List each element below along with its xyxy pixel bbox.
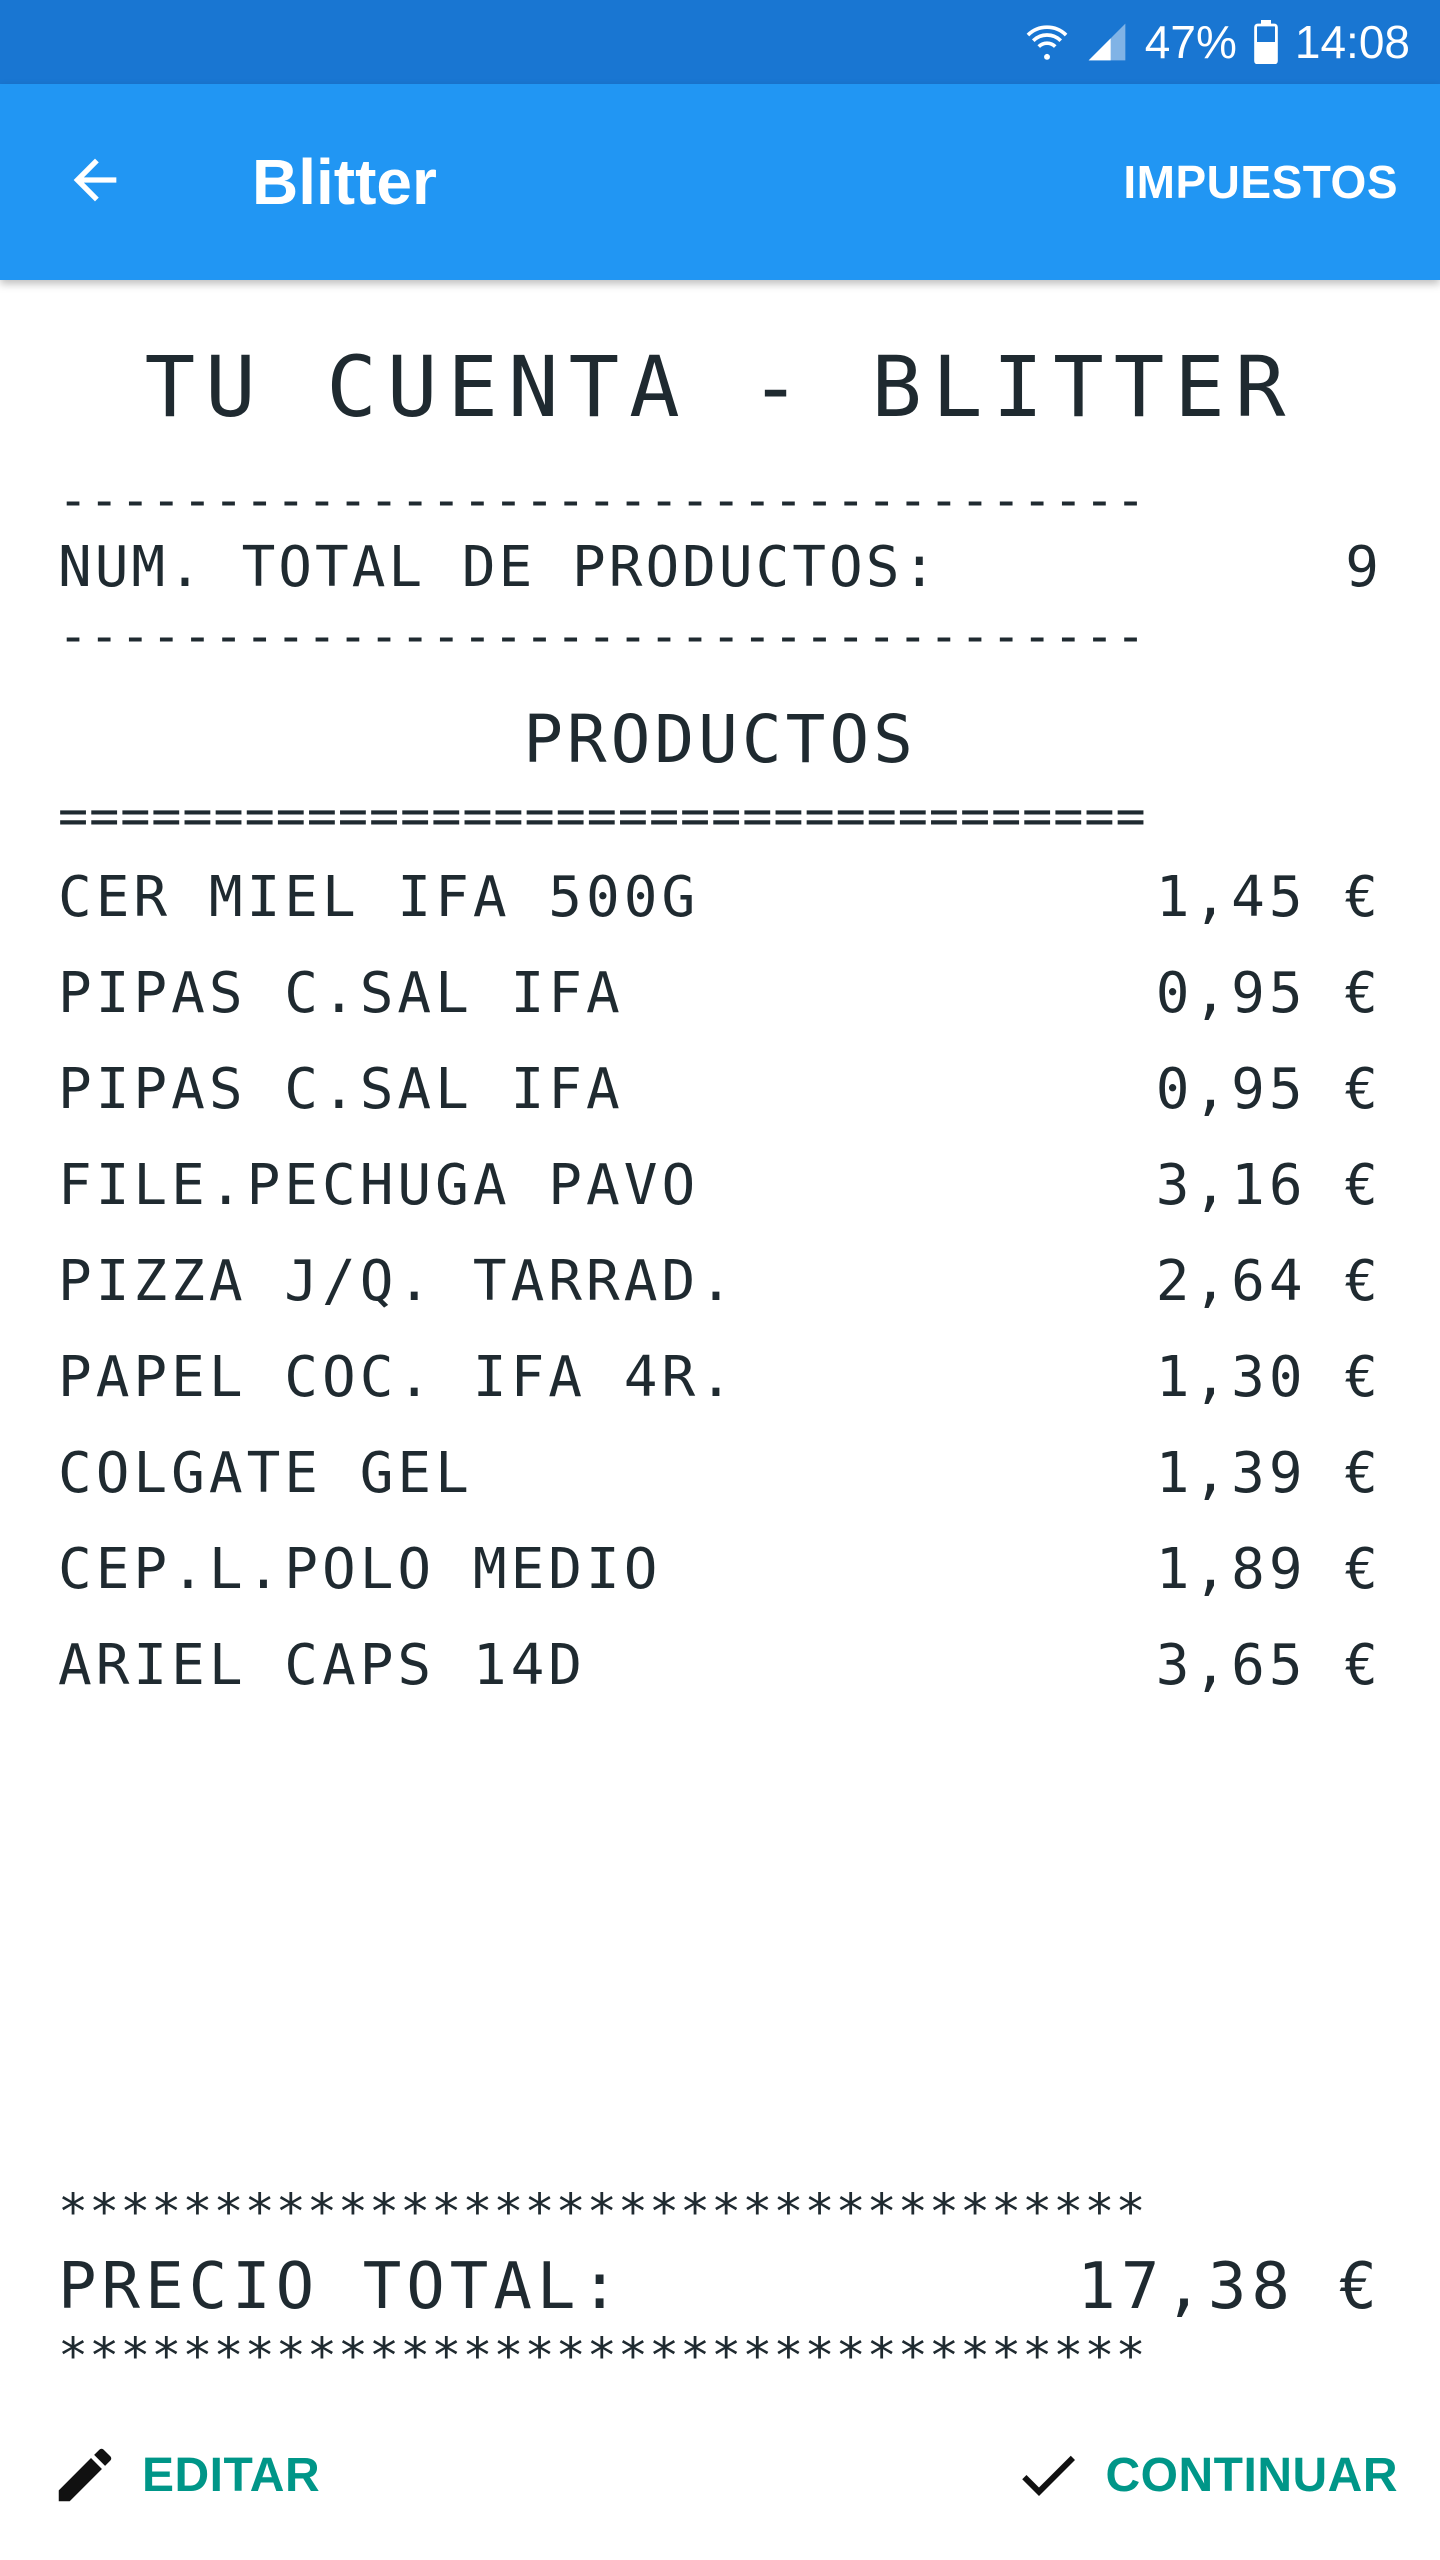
list-item: PIPAS C.SAL IFA 0,95 €: [58, 1050, 1382, 1130]
app-bar: Blitter IMPUESTOS: [0, 84, 1440, 280]
item-price: 0,95 €: [1155, 961, 1382, 1026]
back-button[interactable]: [50, 142, 140, 222]
list-item: CER MIEL IFA 500G 1,45 €: [58, 858, 1382, 938]
products-heading: PRODUCTOS: [523, 701, 917, 778]
battery-percent: 47%: [1144, 16, 1237, 68]
battery-icon: [1253, 20, 1279, 64]
taxes-button[interactable]: IMPUESTOS: [1123, 156, 1398, 208]
list-item: FILE.PECHUGA PAVO 3,16 €: [58, 1146, 1382, 1226]
edit-button[interactable]: EDITAR: [50, 2430, 320, 2520]
item-name: PAPEL COC. IFA 4R.: [58, 1345, 737, 1410]
check-icon: [1012, 2439, 1084, 2511]
item-price: 0,95 €: [1155, 1057, 1382, 1122]
item-name: PIPAS C.SAL IFA: [58, 1057, 624, 1122]
status-bar: 47% 14:08: [0, 0, 1440, 84]
item-name: PIZZA J/Q. TARRAD.: [58, 1249, 737, 1314]
item-price: 3,16 €: [1155, 1153, 1382, 1218]
pencil-icon: [50, 2440, 120, 2510]
edit-label: EDITAR: [142, 2448, 321, 2502]
total-row: PRECIO TOTAL: 17,38 €: [58, 2242, 1382, 2332]
continue-label: CONTINUAR: [1105, 2448, 1398, 2502]
list-item: CEP.L.POLO MEDIO 1,89 €: [58, 1530, 1382, 1610]
equals-separator: ===================================: [58, 796, 1147, 836]
wifi-icon: [1025, 20, 1069, 64]
item-price: 1,45 €: [1155, 865, 1382, 930]
product-count-value: 9: [1345, 535, 1382, 600]
item-price: 3,65 €: [1155, 1633, 1382, 1698]
item-price: 1,39 €: [1155, 1441, 1382, 1506]
app-title: Blitter: [252, 146, 437, 218]
item-price: 2,64 €: [1155, 1249, 1382, 1314]
item-name: FILE.PECHUGA PAVO: [58, 1153, 700, 1218]
item-name: CER MIEL IFA 500G: [58, 865, 700, 930]
item-name: COLGATE GEL: [58, 1441, 473, 1506]
list-item: COLGATE GEL 1,39 €: [58, 1434, 1382, 1514]
list-item: PIZZA J/Q. TARRAD. 2,64 €: [58, 1242, 1382, 1322]
item-price: 1,30 €: [1155, 1345, 1382, 1410]
dash-separator-top: -----------------------------------: [58, 480, 1147, 520]
list-item: PIPAS C.SAL IFA 0,95 €: [58, 954, 1382, 1034]
total-label: PRECIO TOTAL:: [58, 2250, 624, 2324]
continue-button[interactable]: CONTINUAR: [1012, 2430, 1398, 2520]
arrow-back-icon: [63, 148, 127, 217]
product-count-row: NUM. TOTAL DE PRODUCTOS: 9: [58, 528, 1382, 608]
total-value: 17,38 €: [1077, 2250, 1382, 2324]
star-separator-bottom: ***********************************: [58, 2336, 1147, 2376]
product-count-label: NUM. TOTAL DE PRODUCTOS:: [58, 535, 940, 600]
signal-icon: [1085, 20, 1129, 64]
list-item: PAPEL COC. IFA 4R. 1,30 €: [58, 1338, 1382, 1418]
dash-separator-bottom: -----------------------------------: [58, 616, 1147, 656]
item-name: ARIEL CAPS 14D: [58, 1633, 587, 1698]
clock: 14:08: [1294, 16, 1410, 68]
star-separator-top: ***********************************: [58, 2192, 1147, 2232]
item-name: CEP.L.POLO MEDIO: [58, 1537, 662, 1602]
item-price: 1,89 €: [1155, 1537, 1382, 1602]
receipt-title: TU CUENTA - BLITTER: [144, 338, 1296, 436]
item-name: PIPAS C.SAL IFA: [58, 961, 624, 1026]
list-item: ARIEL CAPS 14D 3,65 €: [58, 1626, 1382, 1706]
